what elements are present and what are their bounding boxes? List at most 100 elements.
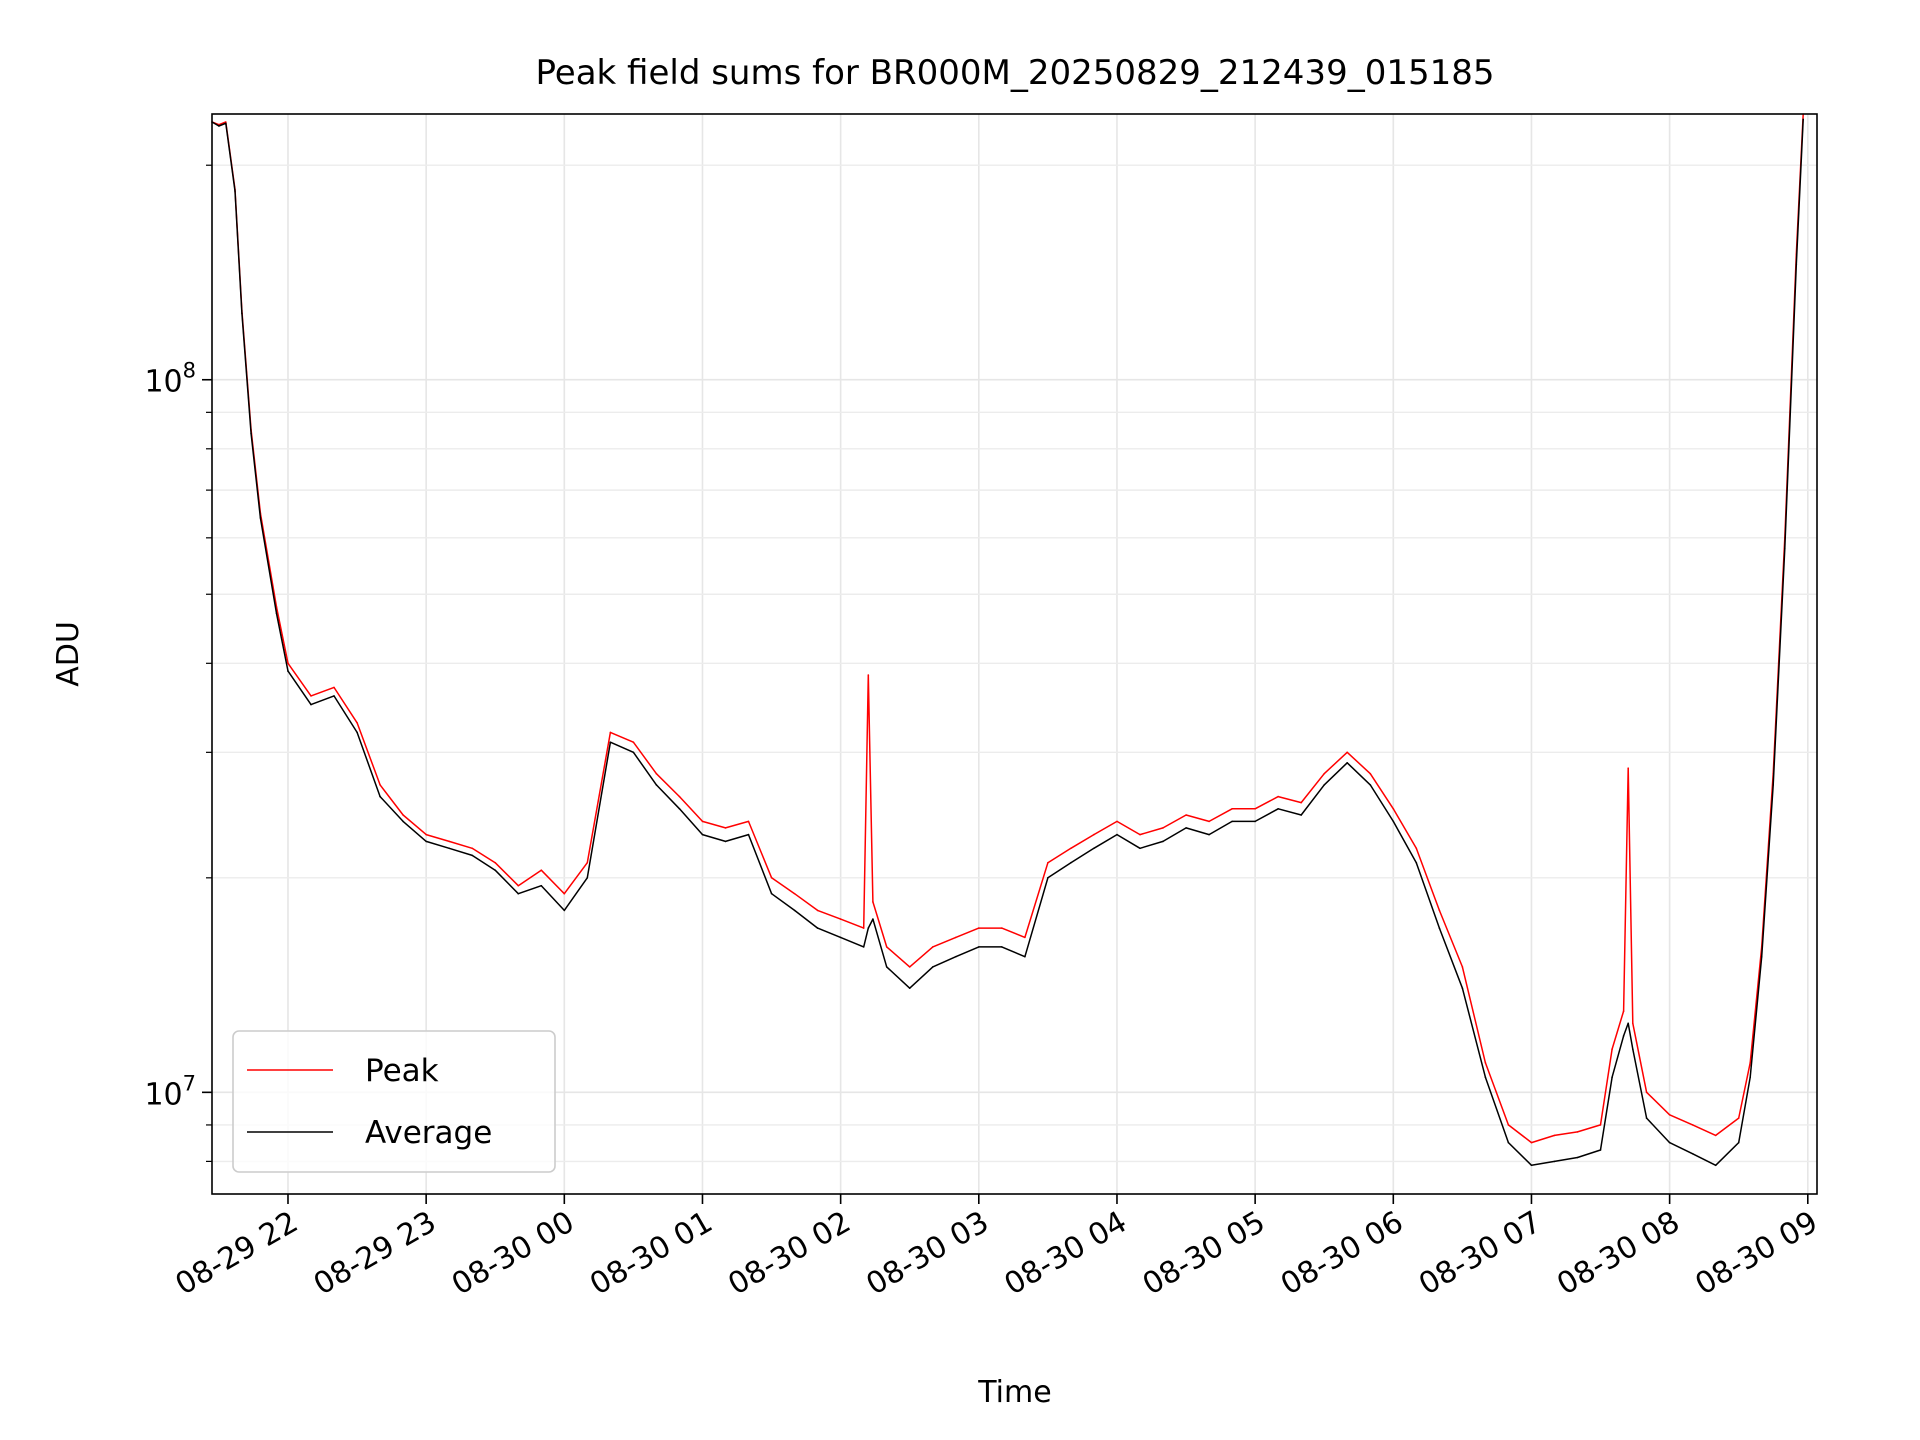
data-point-average — [448, 847, 451, 850]
data-point-average — [932, 966, 934, 968]
data-point-peak — [471, 847, 474, 850]
data-point-peak — [1737, 1117, 1740, 1119]
data-point-peak — [609, 731, 612, 734]
data-point-average — [885, 966, 888, 968]
data-point-peak — [1300, 801, 1302, 804]
data-point-average — [1627, 1022, 1629, 1025]
legend-box — [232, 1030, 556, 1173]
data-point-peak — [540, 869, 543, 871]
data-point-peak — [872, 901, 874, 903]
data-point-peak — [563, 892, 566, 895]
data-point-average — [1802, 118, 1804, 121]
y-axis-label: ADU — [51, 621, 86, 687]
data-point-average — [1611, 1076, 1613, 1078]
data-point-peak — [1392, 808, 1395, 810]
data-point-peak — [1001, 927, 1003, 929]
data-point-average — [1645, 1117, 1648, 1119]
data-point-average — [425, 840, 428, 843]
data-point-average — [632, 751, 635, 754]
data-point-peak — [1691, 1124, 1694, 1126]
data-point-peak — [908, 966, 911, 968]
data-point-average — [793, 909, 796, 912]
data-point-average — [678, 808, 681, 810]
data-point-peak — [1093, 833, 1095, 836]
data-point-peak — [310, 695, 312, 697]
data-point-average — [862, 946, 865, 948]
plot-frame — [211, 113, 1818, 1195]
data-point-peak — [494, 861, 497, 864]
data-point-average — [1795, 263, 1798, 266]
data-point-average — [1632, 1048, 1634, 1050]
data-point-peak — [678, 795, 681, 798]
data-point-peak — [1714, 1134, 1717, 1137]
data-point-average — [1749, 1076, 1751, 1078]
data-point-peak — [747, 820, 750, 823]
data-point-average — [287, 670, 289, 672]
data-point-peak — [1139, 833, 1141, 836]
data-point-average — [241, 312, 243, 315]
data-point-peak — [356, 722, 358, 724]
legend: Peak Average — [232, 1030, 556, 1173]
data-point-average — [1162, 840, 1164, 843]
data-point-average — [540, 884, 543, 887]
data-point-peak — [1599, 1124, 1602, 1126]
data-point-average — [1070, 861, 1072, 864]
data-point-average — [872, 918, 874, 920]
data-point-average — [747, 833, 750, 836]
data-point-average — [816, 927, 819, 929]
data-point-average — [978, 946, 980, 948]
data-point-peak — [867, 674, 870, 676]
data-point-average — [1185, 827, 1187, 829]
data-point-average — [275, 612, 278, 615]
data-point-average — [225, 122, 227, 125]
data-point-average — [250, 432, 252, 435]
data-point-average — [259, 517, 262, 519]
data-point-peak — [955, 936, 957, 939]
data-point-peak — [793, 892, 796, 895]
data-point-peak — [1576, 1131, 1579, 1133]
data-point-average — [1484, 1076, 1487, 1078]
data-point-average — [234, 190, 236, 192]
data-point-average — [770, 892, 773, 895]
data-point-average — [1047, 877, 1049, 879]
data-point-average — [839, 936, 842, 939]
data-point-average — [1024, 955, 1026, 958]
data-point-average — [586, 877, 589, 879]
data-point-average — [1668, 1141, 1671, 1144]
data-point-average — [1507, 1141, 1510, 1144]
data-point-average — [1116, 833, 1118, 836]
data-point-peak — [1507, 1124, 1510, 1126]
data-point-peak — [1530, 1141, 1533, 1144]
data-point-average — [1772, 784, 1774, 786]
data-point-peak — [1415, 847, 1418, 850]
grid-lines — [212, 114, 1817, 1194]
data-point-peak — [517, 884, 520, 887]
data-point-peak — [932, 946, 934, 948]
data-point-average — [908, 987, 911, 989]
data-point-average — [1691, 1153, 1694, 1155]
x-axis-label: Time — [977, 1375, 1051, 1410]
data-point-average — [471, 854, 474, 857]
data-point-peak — [225, 121, 227, 123]
data-point-average — [1784, 547, 1786, 550]
data-point-average — [1438, 927, 1441, 929]
data-point-peak — [724, 827, 727, 829]
data-point-peak — [448, 840, 451, 843]
data-point-peak — [978, 927, 980, 929]
chart-title: Peak field sums for BR000M_20250829_2124… — [536, 53, 1495, 93]
data-point-peak — [1346, 751, 1348, 754]
data-point-average — [1093, 847, 1095, 850]
data-point-peak — [1461, 966, 1464, 968]
data-point-peak — [632, 741, 635, 743]
data-point-peak — [885, 946, 888, 948]
y-axis-ticks: 107 108 — [144, 164, 212, 1162]
data-point-average — [1139, 847, 1141, 850]
data-point-peak — [333, 686, 335, 689]
data-point-average — [1576, 1156, 1579, 1159]
data-point-average — [1208, 833, 1210, 836]
data-point-average — [1231, 820, 1233, 823]
data-point-peak — [1749, 1062, 1751, 1064]
data-point-average — [1599, 1149, 1602, 1151]
